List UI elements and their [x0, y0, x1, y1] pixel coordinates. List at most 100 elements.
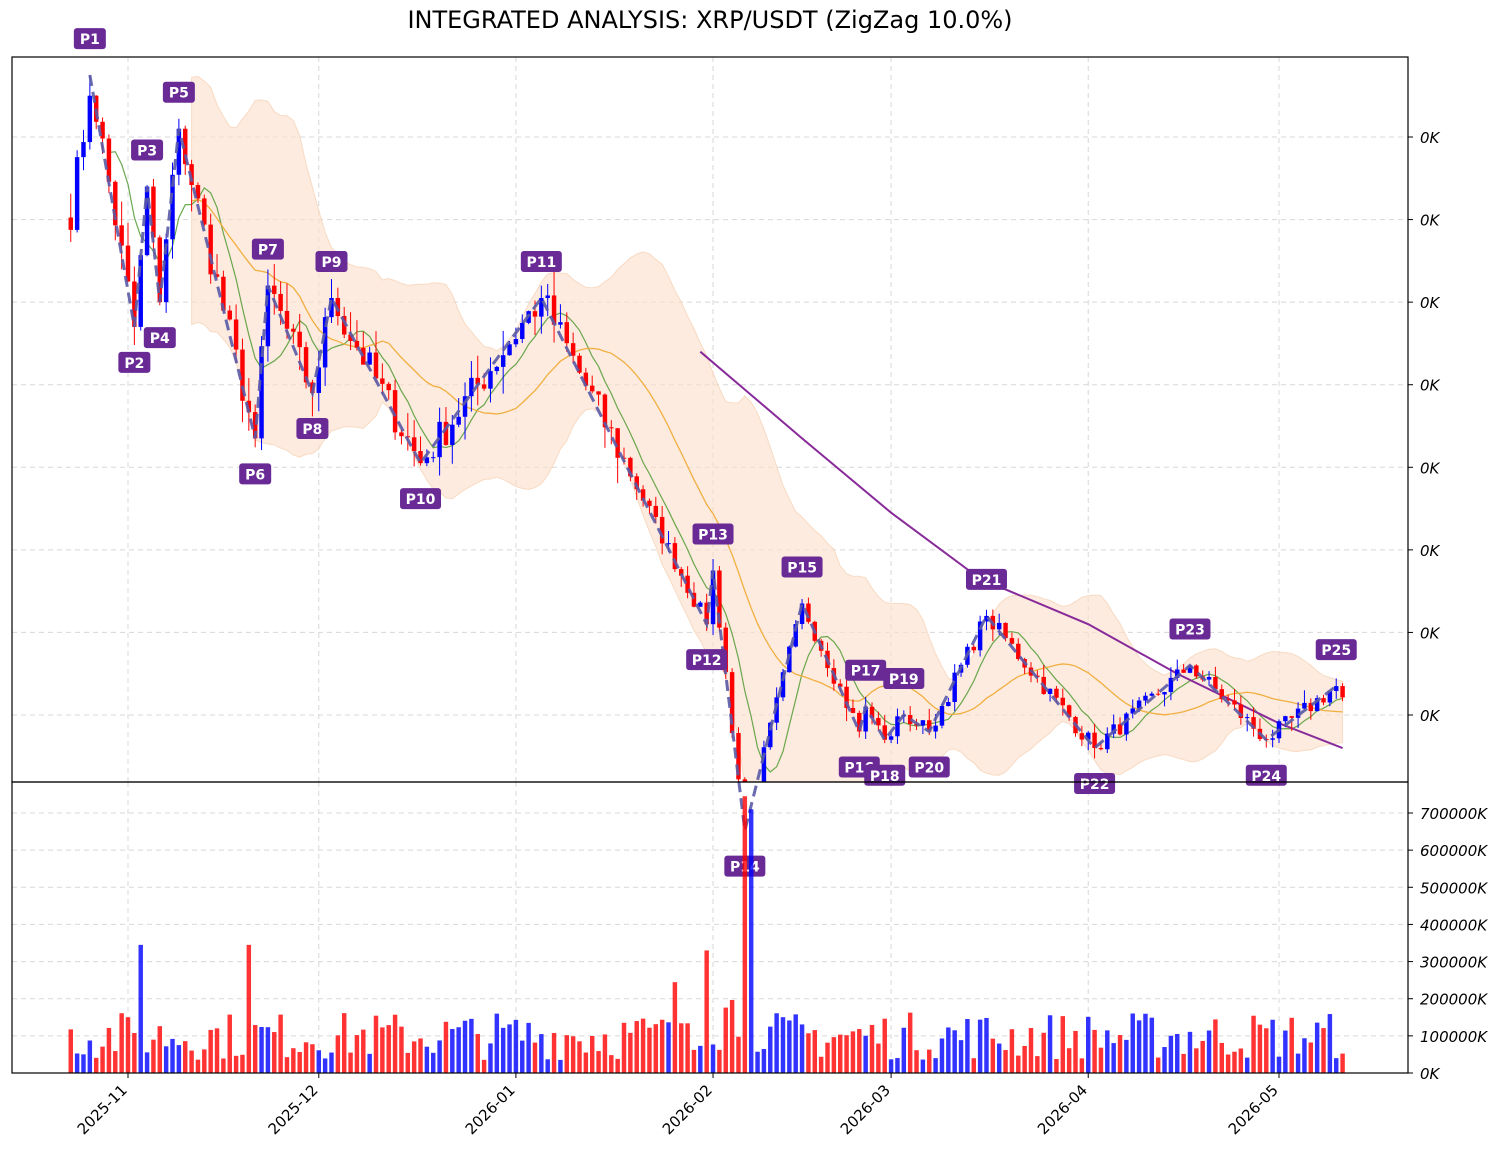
candle-body	[132, 281, 137, 327]
candle-body	[1321, 698, 1326, 703]
candle-body	[857, 712, 862, 732]
volume-bar	[367, 1053, 372, 1073]
candlestick	[939, 703, 945, 729]
candlestick	[411, 420, 417, 467]
candle-body	[1181, 669, 1186, 673]
volume-bar	[748, 809, 754, 1073]
candlestick	[628, 456, 633, 482]
pivot-label-text: P22	[1080, 777, 1110, 793]
candlestick	[1105, 727, 1110, 754]
pivot-label-box	[143, 327, 176, 349]
pivot-label-box	[251, 238, 284, 260]
candlestick	[132, 266, 137, 345]
volume-bar	[233, 1055, 239, 1073]
volume-bar	[125, 1017, 131, 1073]
candle-body	[119, 225, 124, 246]
volume-bar	[341, 1013, 347, 1073]
candlestick	[520, 314, 525, 344]
volume-bar	[990, 1038, 996, 1073]
candle-body	[609, 427, 614, 429]
candlestick	[373, 331, 379, 383]
candlestick	[227, 305, 232, 321]
volume-bar	[74, 1053, 80, 1073]
candle-body	[513, 339, 519, 345]
volume-y-tick-label: 0K	[1420, 1065, 1441, 1083]
candle-body	[793, 624, 798, 647]
candle-body	[500, 355, 506, 367]
candlestick	[1143, 692, 1148, 706]
volume-bar	[195, 1059, 201, 1073]
volume-bar	[551, 1032, 557, 1073]
volume-bar	[138, 944, 143, 1073]
volume-bar	[729, 999, 735, 1073]
volume-bar	[965, 1019, 970, 1073]
pivot-label-text: P19	[889, 672, 919, 688]
candle-body	[577, 355, 582, 373]
candlestick	[380, 363, 385, 395]
volume-bar	[1244, 1057, 1250, 1073]
candlestick	[952, 664, 957, 712]
candle-body	[596, 391, 601, 395]
candlestick	[74, 150, 80, 233]
candlestick	[583, 367, 589, 391]
pivot-label-p5: P5	[162, 81, 195, 103]
candlestick	[316, 351, 321, 412]
candle-body	[691, 592, 697, 607]
pivot-label-text: P17	[851, 664, 881, 680]
volume-bar	[1003, 1050, 1008, 1073]
volume-bar	[799, 1024, 805, 1073]
candlestick	[757, 781, 759, 782]
candle-body	[507, 344, 512, 356]
pivot-label-box	[73, 28, 106, 50]
candlestick	[1016, 638, 1021, 661]
candle-body	[837, 683, 843, 687]
candle-body	[640, 489, 646, 501]
volume-bar	[1130, 1013, 1135, 1073]
pivot-label-box	[845, 659, 887, 681]
candlestick	[1206, 671, 1212, 686]
candle-body	[844, 686, 849, 708]
candlestick	[907, 706, 913, 732]
candle-body	[971, 646, 976, 651]
candle-body	[1111, 724, 1116, 734]
zigzag-polyline	[88, 74, 1338, 831]
volume-bar	[1308, 1042, 1314, 1073]
candle-body	[558, 322, 563, 325]
candlestick	[488, 357, 493, 403]
volume-bar	[825, 1042, 830, 1073]
x-tick-label: 2025-11	[74, 1081, 131, 1138]
candle-body	[863, 706, 868, 732]
volume-bar	[176, 1045, 182, 1073]
volume-bar	[202, 1049, 207, 1073]
volume-bar	[481, 1059, 487, 1073]
volume-bar	[68, 1029, 73, 1073]
candlestick	[272, 264, 277, 315]
volume-bar	[1302, 1038, 1307, 1073]
volume-bar	[1073, 1030, 1078, 1073]
candle-body	[869, 706, 875, 718]
volume-bar	[1054, 1059, 1059, 1073]
candle-body	[1175, 669, 1180, 678]
pivot-label-box	[686, 649, 728, 671]
candle-body	[469, 377, 474, 397]
volume-bar	[392, 1014, 398, 1073]
pivot-label-text: P23	[1175, 622, 1205, 638]
candlestick	[602, 393, 608, 448]
volume-bar	[1060, 1016, 1066, 1073]
volume-bar	[736, 1036, 741, 1073]
volume-bar	[952, 1030, 957, 1073]
candle-body	[138, 255, 143, 327]
volume-bar	[405, 1052, 411, 1073]
pivot-label-text: P12	[692, 653, 722, 669]
volume-bar	[303, 1042, 309, 1073]
volume-bar	[297, 1052, 302, 1073]
volume-bar	[310, 1044, 315, 1073]
volume-y-tick-label: 100000K	[1420, 1028, 1488, 1046]
volume-bar	[278, 1014, 283, 1073]
candle-body	[946, 702, 951, 707]
volume-y-tick-label: 400000K	[1420, 916, 1488, 934]
volume-bar	[170, 1038, 175, 1073]
candlestick	[609, 420, 614, 445]
volume-bar	[1314, 1022, 1320, 1073]
